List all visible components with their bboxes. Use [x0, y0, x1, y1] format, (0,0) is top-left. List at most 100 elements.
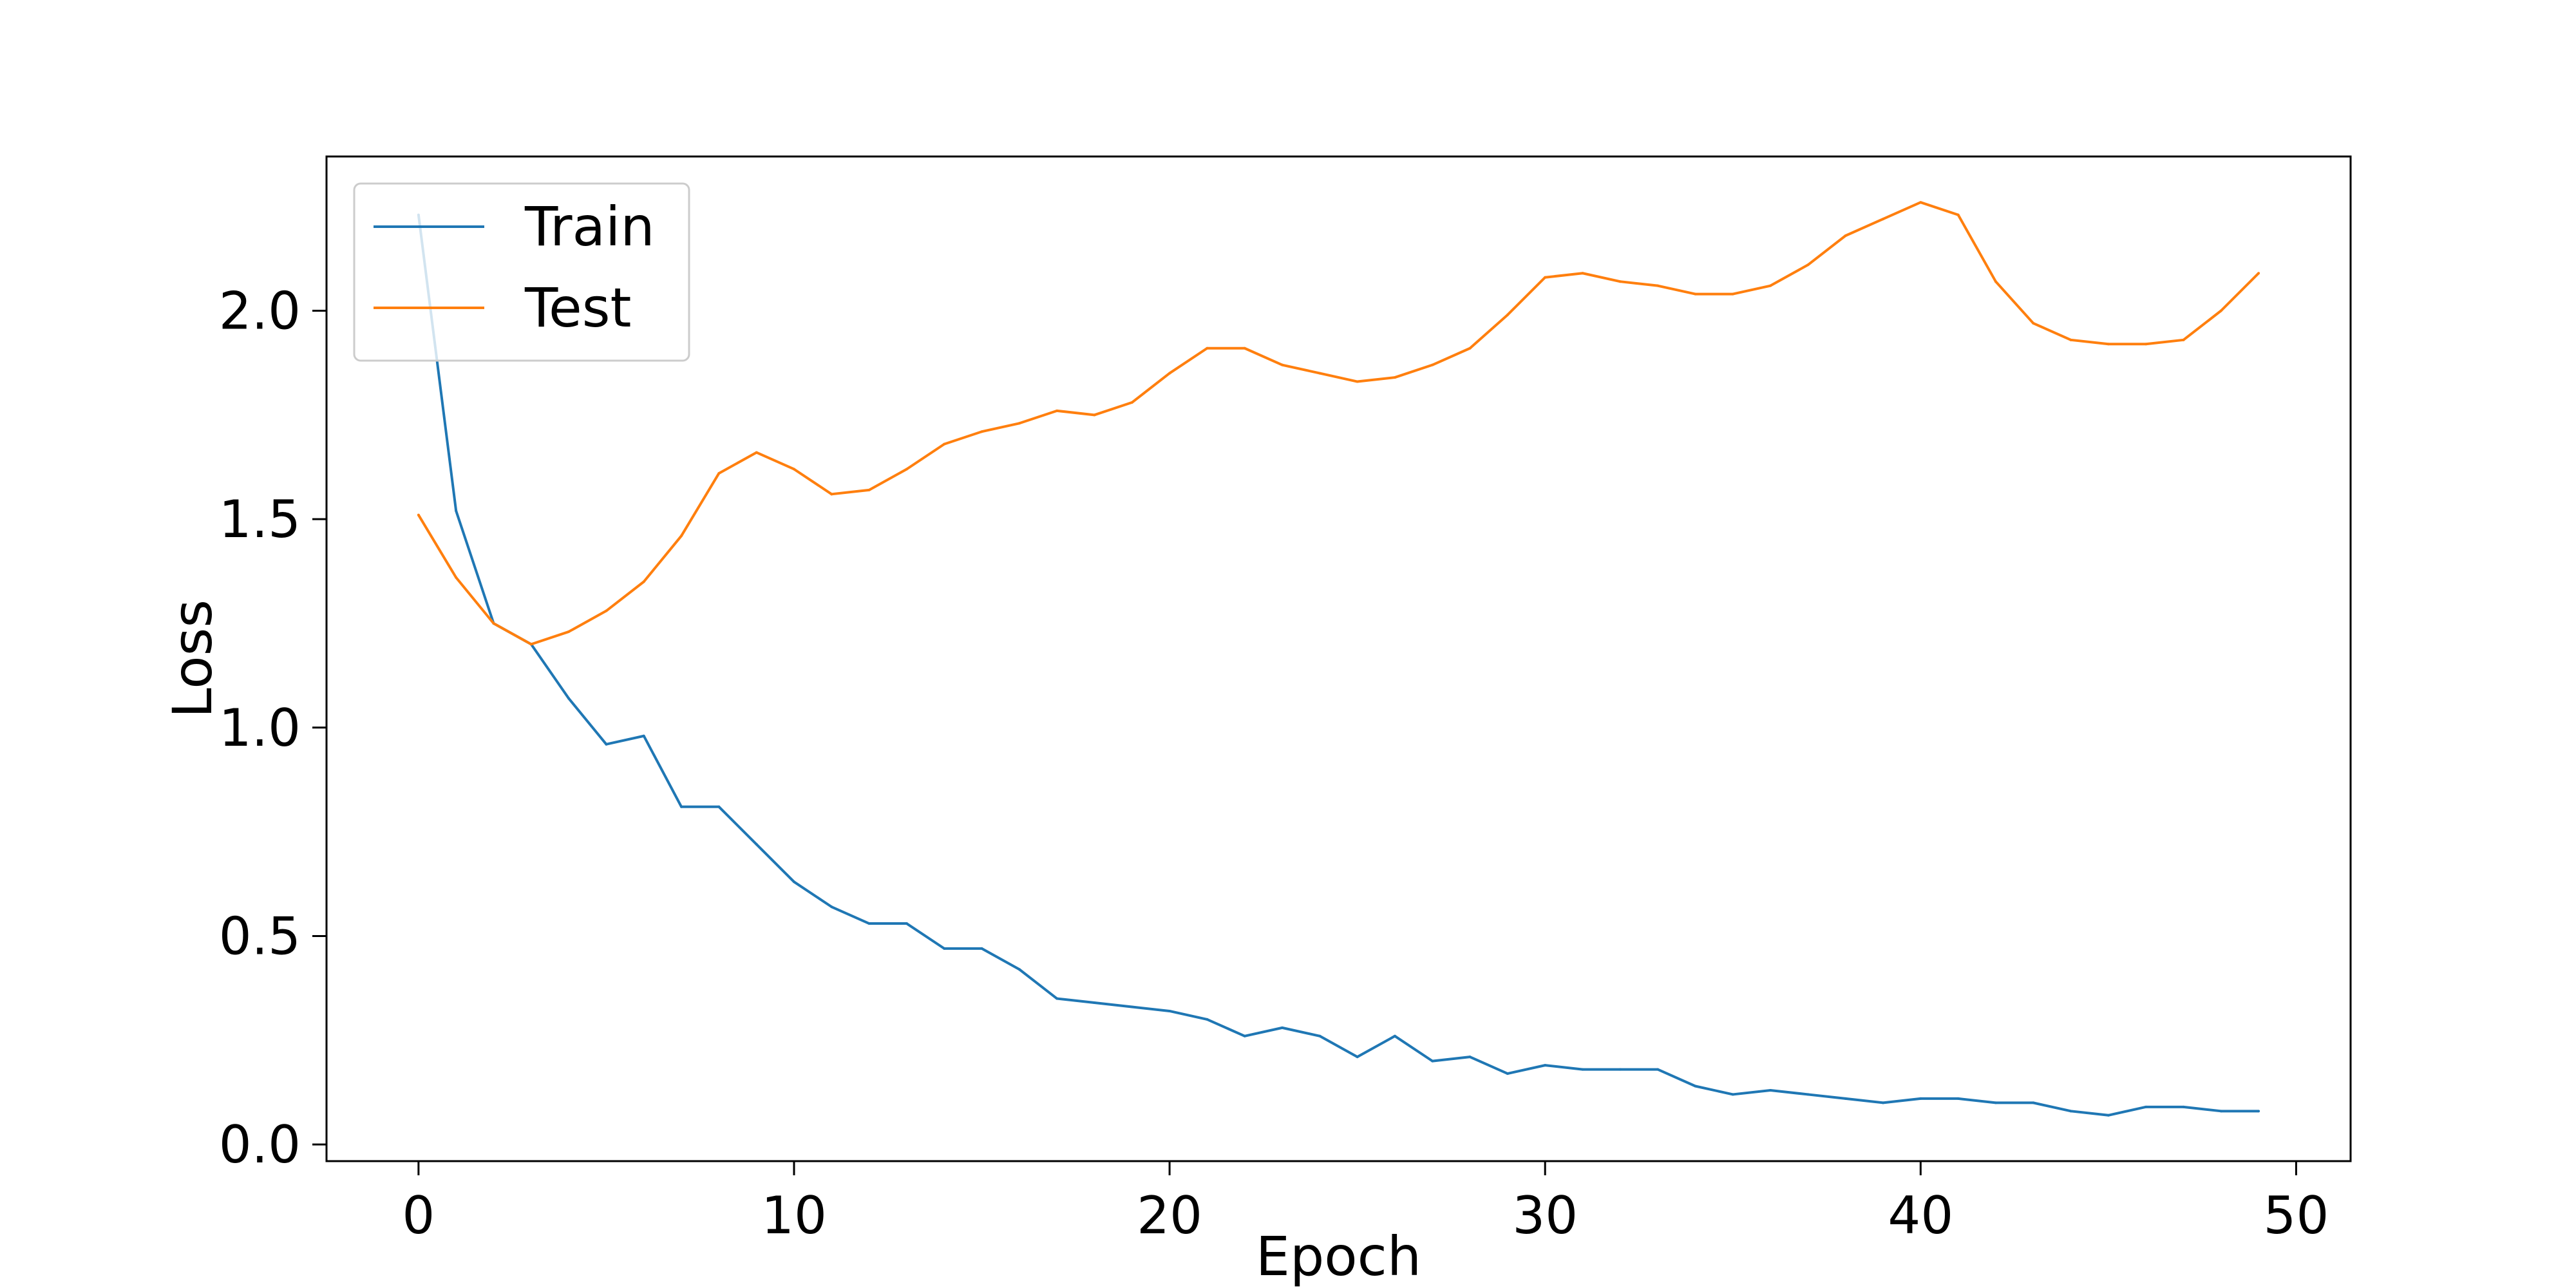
- data-point: [2219, 309, 2222, 312]
- data-point: [1243, 346, 1246, 350]
- data-point: [605, 609, 608, 612]
- series-line-train: [417, 214, 2259, 1117]
- y-tick-label: 2.0: [219, 281, 301, 341]
- data-point: [2257, 1110, 2260, 1113]
- data-point: [1844, 234, 1847, 237]
- data-point: [1694, 292, 1697, 296]
- data-point: [1468, 1056, 1472, 1059]
- series-points-test: [417, 201, 2260, 646]
- data-point: [2219, 1110, 2222, 1113]
- data-point: [642, 734, 645, 737]
- data-point: [1093, 413, 1096, 417]
- data-point: [1393, 1034, 1396, 1037]
- data-point: [605, 743, 608, 746]
- data-point: [1994, 1101, 1997, 1104]
- data-point: [1468, 346, 1472, 350]
- legend-label-test: Test: [524, 276, 631, 339]
- data-point: [1581, 1068, 1584, 1071]
- data-point: [1018, 968, 1021, 971]
- x-tick-label: 20: [1137, 1186, 1202, 1245]
- data-point: [1281, 363, 1284, 366]
- data-point: [1919, 201, 1922, 204]
- data-point: [2145, 343, 2148, 346]
- data-point: [943, 442, 946, 446]
- data-point: [1919, 1097, 1922, 1100]
- y-axis: 0.0 0.5 1.0 1.5 2.0: [219, 281, 327, 1175]
- data-point: [1093, 1001, 1096, 1005]
- x-tick-label: 30: [1512, 1186, 1578, 1245]
- data-point: [2107, 1113, 2110, 1117]
- data-point: [1769, 1088, 1772, 1092]
- data-point: [1618, 280, 1622, 283]
- data-point: [1356, 380, 1359, 383]
- data-point: [792, 880, 795, 884]
- y-axis-label: Loss: [161, 600, 224, 718]
- data-point: [1356, 1056, 1359, 1059]
- data-point: [905, 922, 908, 925]
- data-point: [2257, 272, 2260, 275]
- data-point: [1806, 263, 1810, 267]
- data-point: [1731, 292, 1734, 296]
- data-point: [1618, 1068, 1622, 1071]
- data-point: [1882, 218, 1885, 221]
- data-point: [417, 513, 420, 516]
- data-point: [1318, 1034, 1321, 1037]
- data-point: [830, 905, 833, 909]
- legend: Train Test: [353, 182, 690, 362]
- series-layer: [417, 201, 2260, 1117]
- data-point: [1281, 1026, 1284, 1029]
- plot-frame: [325, 155, 2352, 1162]
- x-tick-label: 0: [402, 1186, 435, 1245]
- data-point: [1581, 272, 1584, 275]
- data-point: [1206, 346, 1209, 350]
- data-point: [1544, 1064, 1547, 1067]
- data-point: [980, 430, 983, 433]
- data-point: [1206, 1018, 1209, 1021]
- data-point: [455, 509, 458, 513]
- x-axis-label: Epoch: [1256, 1225, 1421, 1288]
- data-point: [1731, 1093, 1734, 1096]
- data-point: [1130, 1005, 1133, 1009]
- data-point: [1168, 372, 1171, 375]
- data-point: [1844, 1097, 1847, 1100]
- data-point: [905, 468, 908, 471]
- data-point: [1130, 401, 1133, 404]
- x-axis: 0 10 20 30 40 50: [402, 1161, 2329, 1245]
- data-point: [1694, 1084, 1697, 1088]
- data-point: [680, 535, 683, 538]
- data-point: [1393, 376, 1396, 379]
- data-point: [1506, 313, 1509, 316]
- data-point: [2182, 1105, 2185, 1108]
- data-point: [492, 621, 495, 625]
- x-tick-label: 10: [761, 1186, 827, 1245]
- data-point: [2032, 321, 2035, 325]
- data-point: [1318, 372, 1321, 375]
- data-point: [2145, 1105, 2148, 1108]
- data-point: [1431, 363, 1434, 366]
- series-line-test: [417, 201, 2260, 646]
- data-point: [1243, 1034, 1246, 1037]
- data-point: [642, 580, 645, 583]
- data-point: [2069, 1110, 2072, 1113]
- y-tick-label: 1.5: [219, 489, 301, 549]
- data-point: [567, 697, 571, 700]
- data-point: [1994, 280, 1997, 283]
- data-point: [1956, 213, 1960, 216]
- data-point: [1168, 1009, 1171, 1012]
- data-point: [1056, 409, 1059, 412]
- data-point: [680, 805, 683, 808]
- data-point: [1656, 1068, 1660, 1071]
- data-point: [1544, 276, 1547, 279]
- data-point: [867, 488, 871, 491]
- data-point: [2107, 343, 2110, 346]
- data-point: [2032, 1101, 2035, 1104]
- data-point: [792, 468, 795, 471]
- data-point: [755, 843, 758, 846]
- data-point: [1656, 284, 1660, 287]
- data-point: [529, 643, 533, 646]
- data-point: [1431, 1059, 1434, 1063]
- data-point: [717, 805, 721, 808]
- data-point: [1056, 997, 1059, 1000]
- data-point: [1882, 1101, 1885, 1104]
